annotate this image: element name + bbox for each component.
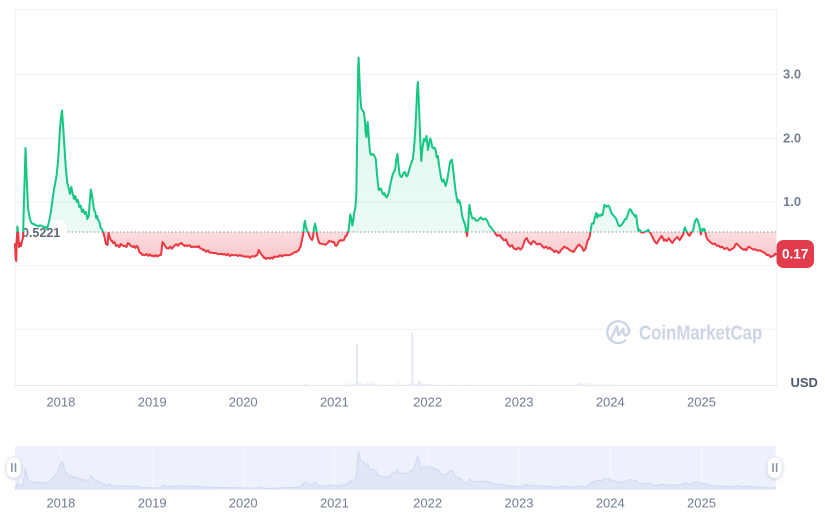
svg-text:2021: 2021 [320,395,349,410]
svg-text:2025: 2025 [687,395,716,410]
svg-text:2025: 2025 [687,496,716,511]
svg-text:2020: 2020 [229,395,258,410]
svg-text:2018: 2018 [46,496,75,511]
svg-text:2.0: 2.0 [783,131,801,146]
svg-text:0.5221: 0.5221 [22,226,60,240]
svg-text:2021: 2021 [320,496,349,511]
svg-text:CoinMarketCap: CoinMarketCap [639,321,762,344]
svg-text:USD: USD [791,375,818,390]
svg-text:2022: 2022 [413,496,442,511]
svg-text:0.17: 0.17 [782,247,808,262]
svg-text:2024: 2024 [596,496,625,511]
svg-text:2022: 2022 [413,395,442,410]
svg-text:2019: 2019 [138,496,167,511]
svg-text:2018: 2018 [46,395,75,410]
svg-text:2023: 2023 [505,496,534,511]
svg-text:2019: 2019 [138,395,167,410]
svg-text:2024: 2024 [596,395,625,410]
svg-text:2020: 2020 [229,496,258,511]
svg-text:2023: 2023 [505,395,534,410]
svg-text:3.0: 3.0 [783,67,801,82]
svg-text:1.0: 1.0 [783,194,801,209]
